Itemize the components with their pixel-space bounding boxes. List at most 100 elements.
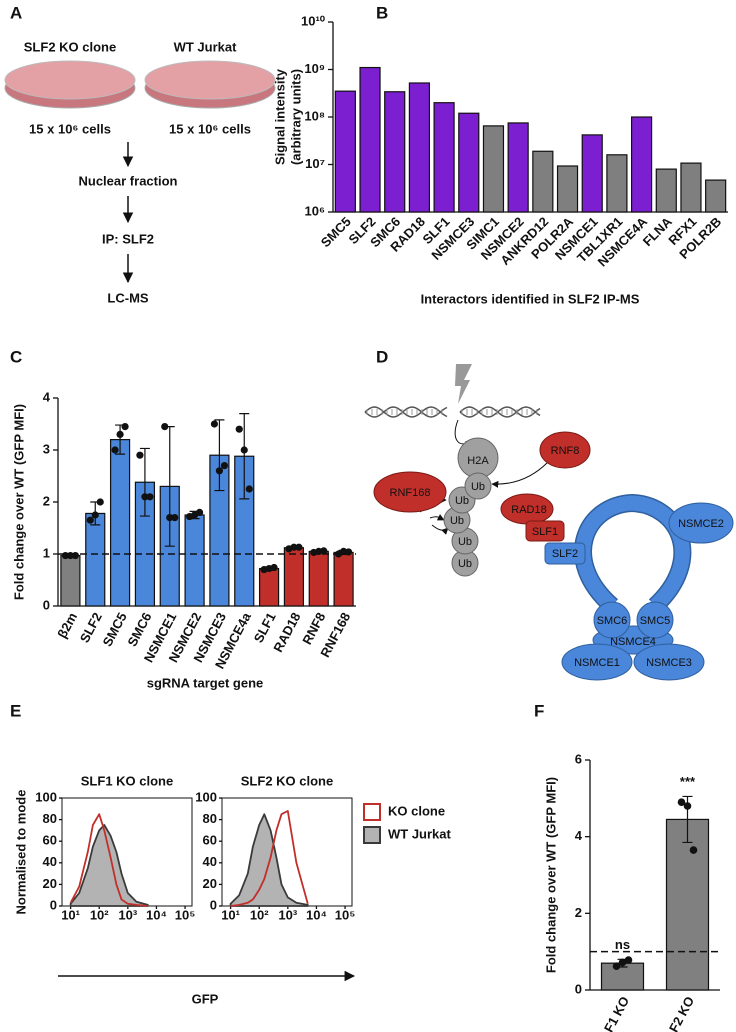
ubiquitin — [464, 472, 492, 500]
bar — [384, 91, 406, 213]
x-tick-label: FLNA — [640, 214, 676, 250]
legend-swatch — [363, 826, 381, 844]
y-axis-label: Normalised to mode — [13, 790, 28, 915]
histogram-line — [69, 813, 148, 907]
node-label: Ub — [458, 536, 472, 548]
y-tick-label: 80 — [203, 811, 217, 826]
x-tick-label: 10³ — [118, 907, 137, 922]
error-bar — [239, 413, 250, 500]
nsmce3 — [633, 643, 705, 681]
slf2 — [544, 542, 586, 565]
data-point — [166, 514, 174, 522]
y-tick-label: 10⁷ — [305, 156, 325, 171]
data-point — [624, 956, 633, 964]
node-label: RNF8 — [551, 445, 580, 457]
y-tick-label: 40 — [43, 854, 57, 869]
y-axis-label: (arbitrary units) — [288, 69, 303, 165]
bar — [308, 550, 329, 607]
node-label: Ub — [455, 495, 469, 507]
x-tick-label: SLF1 KO — [593, 994, 632, 1032]
y-tick-label: 80 — [43, 811, 57, 826]
node-label: RAD18 — [511, 504, 546, 516]
bar — [359, 66, 381, 213]
node-label: SLF2 — [552, 548, 578, 560]
bar — [60, 554, 81, 607]
bar — [606, 154, 628, 213]
legend-label: WT Jurkat — [388, 826, 452, 841]
x-tick-label: β2m — [54, 610, 80, 641]
bar — [433, 102, 455, 213]
x-axis-label: sgRNA target gene — [147, 675, 264, 690]
dna-strand — [459, 406, 541, 418]
data-point — [215, 467, 224, 475]
sample-label: WT Jurkat — [174, 39, 238, 54]
histogram-area — [69, 824, 149, 907]
data-point — [96, 498, 104, 506]
histogram-line — [230, 810, 309, 907]
node-label: NSMCE4 — [610, 636, 656, 648]
slf1 — [525, 520, 565, 542]
data-point — [683, 802, 692, 810]
dna-strand — [364, 406, 448, 418]
lightning — [455, 364, 472, 404]
panel-label: E — [10, 701, 21, 720]
bar — [482, 125, 505, 213]
y-tick-label: 10¹⁰ — [301, 13, 326, 28]
node-label: NSMCE2 — [678, 518, 724, 530]
data-point — [270, 563, 278, 572]
node-label: Ub — [471, 481, 485, 493]
data-point — [677, 798, 686, 806]
smc-ring — [575, 495, 690, 612]
x-tick-label: SMC5 — [318, 214, 354, 250]
arrow — [491, 461, 549, 488]
subplot-title: SLF2 KO clone — [241, 773, 333, 788]
data-point — [245, 485, 253, 493]
x-tick-label: 10² — [250, 907, 269, 922]
x-axis-label: Interactors identified in SLF2 IP-MS — [421, 291, 640, 306]
panel-label: C — [10, 347, 22, 366]
y-tick-label: 100 — [195, 789, 217, 804]
bar — [507, 122, 529, 213]
y-tick-label: 2 — [43, 493, 50, 508]
legend-swatch — [363, 803, 381, 821]
bar — [556, 165, 579, 213]
bar — [630, 116, 653, 213]
y-tick-label: 10⁹ — [304, 61, 325, 76]
node-label: NSMCE3 — [646, 657, 692, 669]
sample-label: SLF2 KO clone — [24, 39, 116, 54]
data-point — [86, 516, 94, 524]
bar — [334, 90, 356, 213]
data-point — [121, 423, 129, 431]
bar — [581, 134, 603, 213]
x-tick-label: 10⁴ — [146, 907, 167, 922]
x-tick-label: 10¹ — [61, 907, 80, 922]
bar — [333, 551, 354, 607]
data-point — [220, 462, 229, 470]
y-axis-label: Signal intensity — [272, 68, 287, 165]
bar — [680, 162, 702, 213]
data-point — [210, 420, 219, 428]
node-label: SMC6 — [597, 615, 628, 627]
y-tick-label: 20 — [203, 876, 217, 891]
subplot-title: SLF1 KO clone — [81, 773, 173, 788]
data-point — [290, 543, 298, 551]
y-tick-label: 4 — [575, 828, 583, 843]
x-tick-label: 10² — [90, 907, 109, 922]
node-label: SMC5 — [640, 615, 671, 627]
dish — [4, 60, 136, 100]
arrow — [429, 514, 445, 521]
data-point — [320, 547, 328, 555]
data-point — [618, 958, 627, 967]
y-axis-label: Fold change over WT (GFP MFI) — [11, 404, 26, 600]
dna-strand — [459, 406, 541, 418]
data-point — [136, 451, 144, 459]
legend-label: KO clone — [388, 803, 445, 818]
bar — [109, 439, 131, 607]
node-label: Ub — [458, 558, 472, 570]
node-label: Ub — [450, 515, 464, 527]
data-point — [295, 543, 303, 551]
bar — [458, 112, 480, 213]
data-point — [146, 493, 154, 501]
data-point — [235, 425, 243, 433]
